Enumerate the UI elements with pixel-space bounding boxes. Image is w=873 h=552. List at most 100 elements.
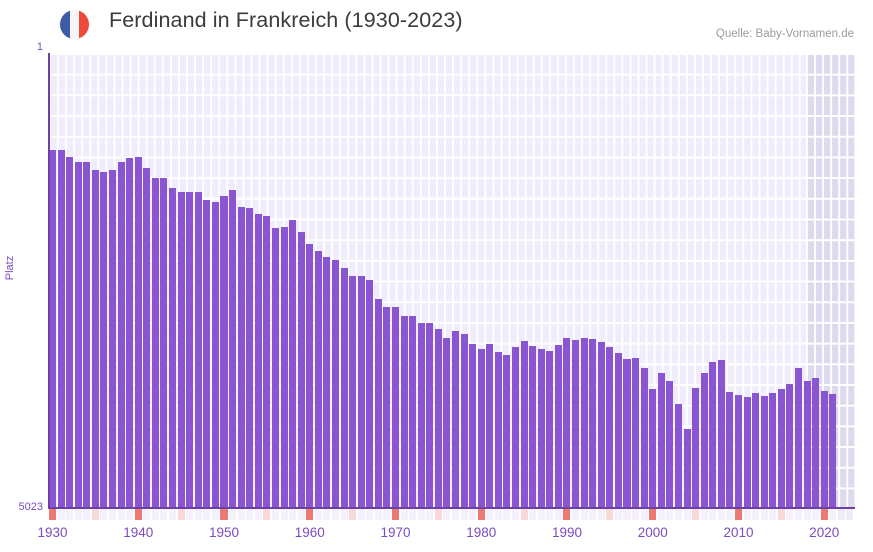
bar[interactable] (597, 342, 605, 508)
bar[interactable] (220, 195, 228, 508)
bar[interactable] (674, 404, 682, 508)
bar[interactable] (726, 392, 734, 508)
bar[interactable] (769, 393, 777, 508)
bar[interactable] (83, 162, 91, 508)
bar[interactable] (777, 389, 785, 508)
bar[interactable] (151, 178, 159, 508)
bar[interactable] (297, 231, 305, 508)
bar[interactable] (271, 227, 279, 508)
bar[interactable] (169, 188, 177, 508)
bar[interactable] (400, 315, 408, 508)
x-axis-tick-label: 1960 (294, 525, 325, 540)
bar[interactable] (349, 275, 357, 508)
bar[interactable] (657, 373, 665, 508)
bar[interactable] (469, 344, 477, 508)
bar[interactable] (366, 279, 374, 508)
bar[interactable] (186, 191, 194, 508)
bar[interactable] (683, 429, 691, 508)
bar[interactable] (494, 352, 502, 508)
bar[interactable] (254, 213, 262, 508)
bar[interactable] (331, 259, 339, 508)
y-axis-line (48, 53, 50, 508)
bar[interactable] (546, 351, 554, 508)
bar[interactable] (537, 349, 545, 508)
bar[interactable] (74, 162, 82, 508)
x-axis-tick (391, 509, 399, 520)
x-axis-tick (426, 509, 434, 520)
bar[interactable] (66, 157, 74, 508)
bar[interactable] (263, 215, 271, 508)
bar[interactable] (100, 172, 108, 508)
bar[interactable] (589, 339, 597, 508)
bar[interactable] (314, 250, 322, 508)
bar[interactable] (229, 190, 237, 508)
bar[interactable] (383, 306, 391, 508)
bar[interactable] (572, 340, 580, 508)
bar[interactable] (666, 381, 674, 508)
bar[interactable] (452, 330, 460, 508)
bar[interactable] (143, 168, 151, 508)
bar[interactable] (820, 391, 828, 508)
bar[interactable] (803, 381, 811, 508)
bar[interactable] (632, 358, 640, 508)
x-axis-tick (752, 509, 760, 520)
x-axis-tick (186, 509, 194, 520)
bar[interactable] (409, 315, 417, 508)
bar[interactable] (374, 298, 382, 508)
bar[interactable] (460, 333, 468, 508)
bar[interactable] (554, 345, 562, 508)
bar[interactable] (109, 170, 117, 508)
bar[interactable] (649, 389, 657, 508)
bar[interactable] (57, 150, 65, 508)
bar[interactable] (426, 322, 434, 508)
bar[interactable] (306, 243, 314, 508)
bar[interactable] (289, 219, 297, 508)
bar[interactable] (812, 378, 820, 508)
bar[interactable] (580, 337, 588, 508)
bar[interactable] (717, 360, 725, 508)
bar[interactable] (486, 344, 494, 508)
bar[interactable] (357, 275, 365, 508)
bar[interactable] (752, 393, 760, 508)
bar[interactable] (700, 373, 708, 508)
bar[interactable] (237, 206, 245, 508)
bar[interactable] (529, 346, 537, 508)
bar[interactable] (177, 191, 185, 508)
x-axis-tick (177, 509, 185, 520)
bar[interactable] (211, 201, 219, 508)
bar[interactable] (606, 347, 614, 508)
bar[interactable] (434, 328, 442, 508)
bar[interactable] (734, 395, 742, 508)
bar[interactable] (126, 158, 134, 508)
bar[interactable] (160, 178, 168, 508)
bar[interactable] (340, 267, 348, 508)
bar[interactable] (417, 322, 425, 508)
bar[interactable] (391, 306, 399, 508)
bar[interactable] (640, 368, 648, 508)
bar[interactable] (614, 353, 622, 508)
x-axis-tick (340, 509, 348, 520)
bar[interactable] (503, 355, 511, 508)
bar[interactable] (786, 384, 794, 508)
bar[interactable] (91, 170, 99, 508)
bar[interactable] (512, 347, 520, 508)
bar[interactable] (692, 388, 700, 508)
bar[interactable] (323, 256, 331, 508)
bar[interactable] (563, 337, 571, 508)
bar[interactable] (246, 207, 254, 508)
bar[interactable] (829, 394, 837, 508)
bar[interactable] (443, 337, 451, 508)
bar[interactable] (743, 397, 751, 508)
bar[interactable] (520, 341, 528, 508)
bar[interactable] (203, 199, 211, 508)
bar[interactable] (794, 368, 802, 508)
bar[interactable] (134, 157, 142, 508)
bar[interactable] (117, 162, 125, 508)
bar[interactable] (194, 191, 202, 508)
bar[interactable] (760, 396, 768, 508)
bar[interactable] (280, 226, 288, 508)
bar[interactable] (709, 362, 717, 508)
bar[interactable] (477, 349, 485, 508)
bar[interactable] (623, 359, 631, 508)
bar[interactable] (49, 150, 57, 508)
